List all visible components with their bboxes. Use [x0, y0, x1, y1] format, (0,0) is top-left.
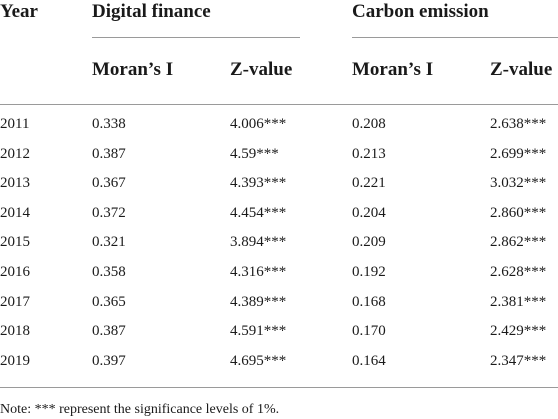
header-moran-df: Moran’s I [92, 59, 174, 80]
cell-ce-moran: 0.208 [352, 116, 386, 132]
header-year: Year [0, 1, 38, 22]
cell-df-z: 4.59*** [230, 145, 279, 162]
cell-ce-z: 2.638*** [490, 116, 547, 132]
cell-year: 2015 [0, 234, 30, 251]
group-rule-digital-finance [92, 37, 300, 38]
cell-ce-z: 2.381*** [490, 293, 547, 310]
cell-year: 2018 [0, 323, 30, 340]
header-z-ce: Z-value [490, 59, 553, 80]
header-digital-finance: Digital finance [92, 1, 211, 22]
cell-df-z: 4.591*** [230, 323, 287, 340]
cell-df-z: 3.894*** [230, 234, 287, 251]
cell-ce-moran: 0.170 [352, 323, 386, 340]
cell-ce-z: 2.862*** [490, 234, 547, 251]
cell-ce-moran: 0.192 [352, 264, 386, 280]
cell-df-moran: 0.397 [92, 352, 126, 369]
group-rule-carbon-emission [352, 37, 558, 38]
cell-df-z: 4.695*** [230, 352, 287, 369]
cell-df-moran: 0.367 [92, 175, 126, 192]
cell-df-z: 4.393*** [230, 175, 287, 192]
cell-ce-moran: 0.221 [352, 175, 386, 192]
cell-df-moran: 0.372 [92, 204, 126, 221]
cell-df-z: 4.454*** [230, 204, 287, 221]
cell-ce-z: 2.429*** [490, 323, 547, 340]
cell-ce-z: 2.347*** [490, 352, 547, 369]
cell-df-moran: 0.365 [92, 293, 126, 310]
table-bottom-rule [0, 387, 558, 388]
cell-ce-moran: 0.164 [352, 352, 386, 369]
header-z-df: Z-value [230, 59, 293, 80]
cell-df-moran: 0.321 [92, 234, 126, 251]
cell-df-z: 4.316*** [230, 264, 287, 280]
cell-ce-moran: 0.209 [352, 234, 386, 251]
table-note: Note: *** represent the significance lev… [0, 402, 280, 417]
cell-df-z: 4.006*** [230, 116, 287, 132]
cell-year: 2016 [0, 264, 30, 280]
cell-year: 2011 [0, 116, 30, 132]
header-bottom-rule [0, 104, 558, 105]
cell-ce-z: 2.860*** [490, 204, 547, 221]
cell-year: 2012 [0, 145, 30, 162]
cell-df-z: 4.389*** [230, 293, 287, 310]
header-moran-ce: Moran’s I [352, 59, 434, 80]
cell-ce-z: 2.699*** [490, 145, 547, 162]
cell-ce-moran: 0.204 [352, 204, 386, 221]
cell-df-moran: 0.358 [92, 264, 126, 280]
cell-df-moran: 0.387 [92, 145, 126, 162]
cell-df-moran: 0.387 [92, 323, 126, 340]
cell-ce-moran: 0.213 [352, 145, 386, 162]
cell-ce-z: 3.032*** [490, 175, 547, 192]
cell-ce-moran: 0.168 [352, 293, 386, 310]
cell-year: 2019 [0, 352, 30, 369]
cell-ce-z: 2.628*** [490, 264, 547, 280]
cell-year: 2013 [0, 175, 30, 192]
cell-year: 2014 [0, 204, 30, 221]
cell-df-moran: 0.338 [92, 116, 126, 132]
cell-year: 2017 [0, 293, 30, 310]
header-carbon-emission: Carbon emission [352, 1, 489, 22]
